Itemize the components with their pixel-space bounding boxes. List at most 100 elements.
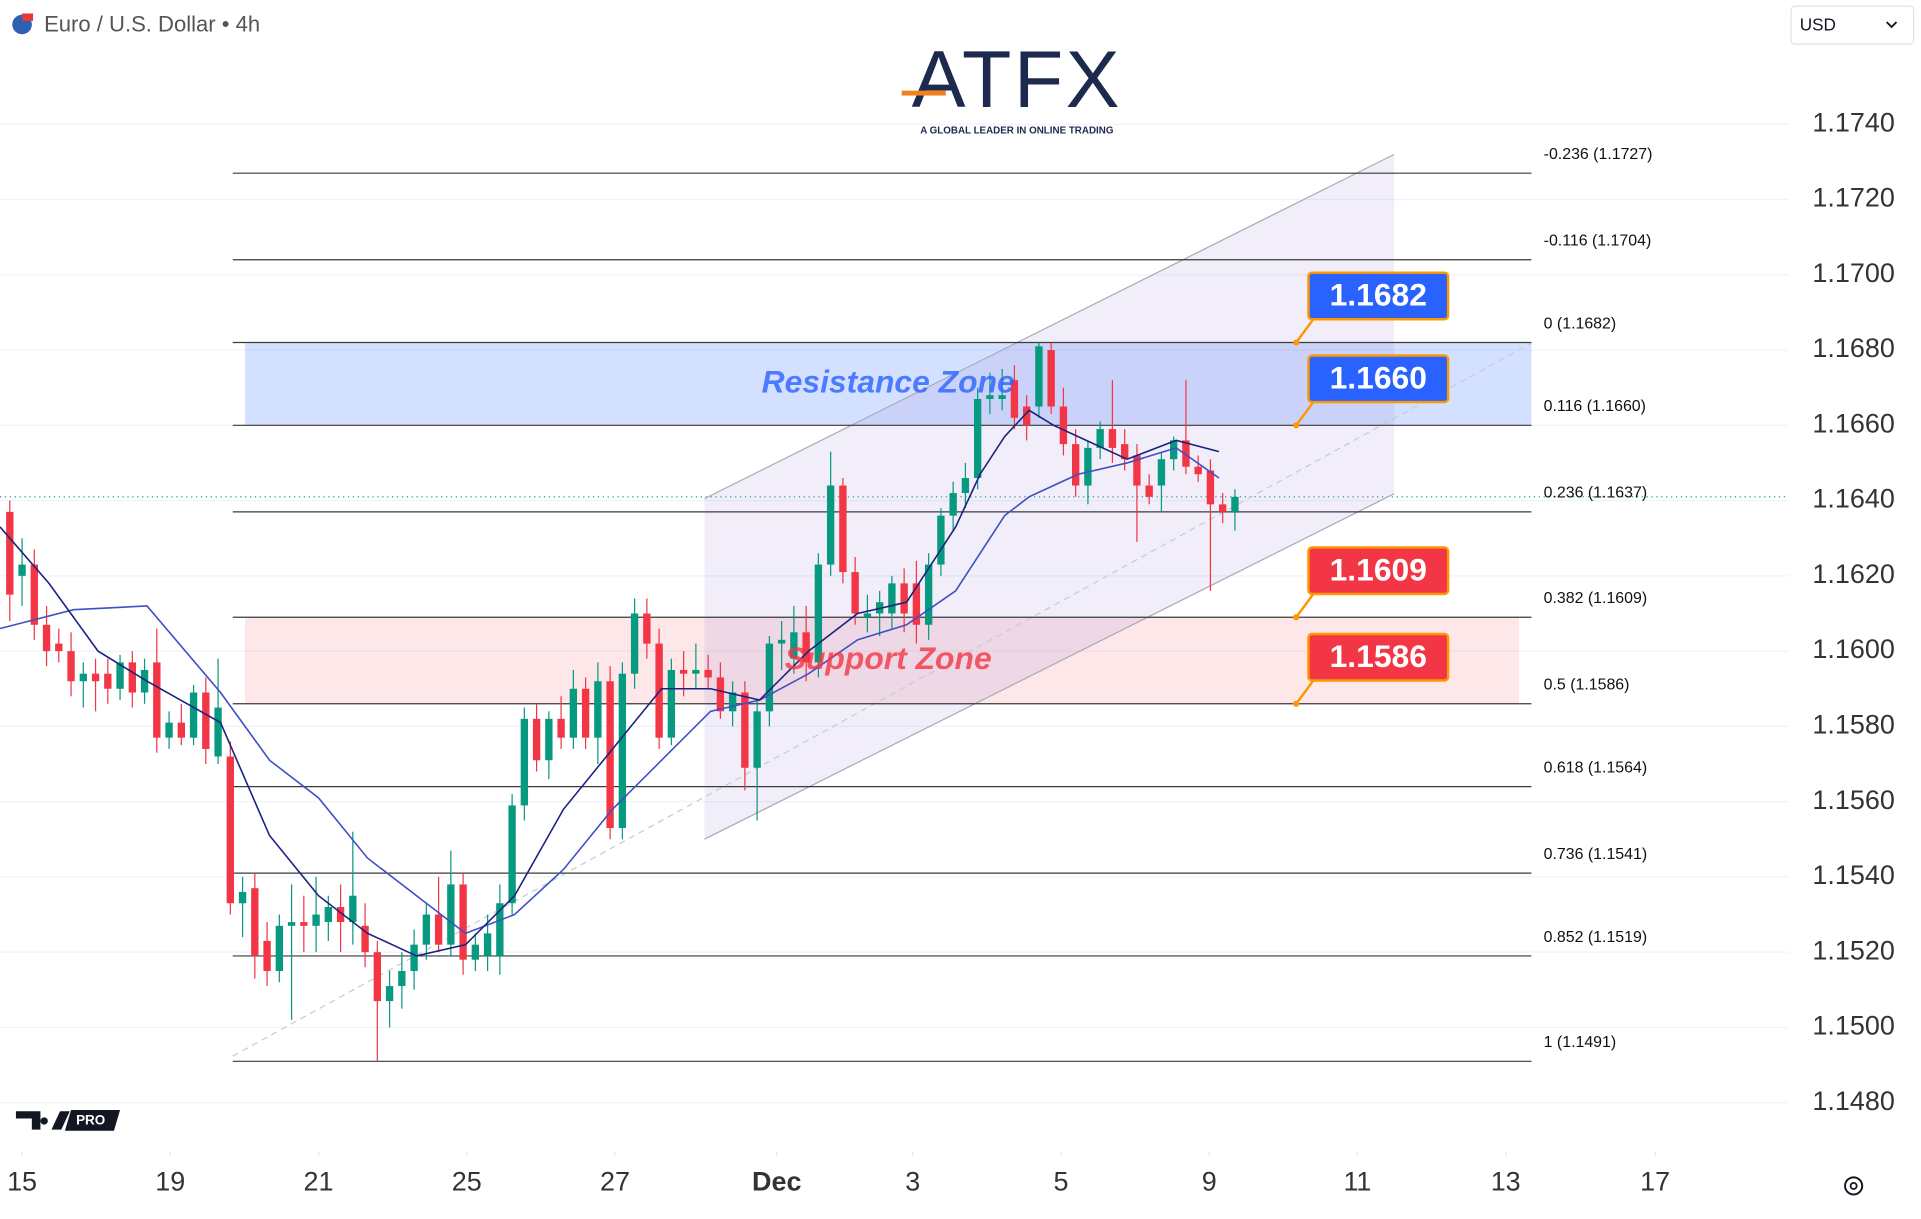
symbol-icon-flag [22,13,34,21]
currency-box[interactable] [1790,5,1915,45]
candle-body [6,511,14,595]
fib-label: -0.116 (1.1704) [1544,233,1652,250]
x-tick-label: 13 [1491,1167,1521,1197]
currency-label[interactable]: USD [1800,14,1836,34]
y-tick-label: 1.1740 [1812,107,1894,137]
y-tick-label: 1.1600 [1812,634,1894,664]
candle-body [422,914,431,945]
y-tick-label: 1.1520 [1812,935,1894,965]
candle-body [18,564,26,576]
y-tick-label: 1.1540 [1812,860,1894,890]
x-tick-label: 5 [1053,1167,1068,1197]
candle-body [189,692,198,738]
pro-badge [64,1109,121,1131]
candle-body [140,669,149,693]
callout-pointer [1295,401,1315,427]
candle-body [447,884,455,945]
candle-body [1010,380,1019,418]
candle-body [1084,447,1092,486]
candle-body [1047,350,1055,407]
candle-body [1071,444,1080,486]
candle-body [851,572,859,614]
callout-anchor [1293,422,1300,429]
candle-body [496,903,504,956]
x-tick-label: 9 [1202,1167,1217,1197]
candle-body [643,613,651,644]
zone-label: Resistance Zone [762,363,1015,399]
candle-body [1133,455,1141,486]
candle-body [508,805,516,904]
callout-anchor [1293,614,1300,621]
candle-body [716,677,725,712]
candle-body [483,933,492,956]
candle-body [361,925,369,953]
callout-pointer [1295,593,1315,618]
x-tick-label: 3 [905,1167,920,1197]
settings-icon[interactable] [1844,1176,1864,1196]
candle-body [790,632,798,659]
candle-body [42,624,51,652]
x-tick-label: 25 [452,1167,482,1197]
candle-body [67,651,75,682]
y-tick-label: 1.1660 [1812,408,1894,438]
candle-body [471,944,480,960]
y-tick-label: 1.1700 [1812,258,1894,288]
y-tick-label: 1.1500 [1812,1011,1894,1041]
candle-body [998,395,1006,399]
candle-body [312,914,320,926]
candle-body [814,564,823,663]
currency-chevron[interactable] [1886,21,1898,29]
candle-body [336,907,345,923]
candle-body [753,711,761,768]
candle-body [545,718,553,761]
callout-box [1307,271,1450,321]
candle-body [912,583,921,625]
candle-body [839,485,847,573]
candle-body [1120,444,1129,460]
candle-body [802,632,810,663]
candle-body [765,643,774,712]
x-tick-label: 15 [7,1167,37,1197]
candle-body [1035,346,1043,407]
channel-lower [704,493,1395,840]
candle-body [238,891,247,904]
candle-body [937,515,945,565]
candle-body [1059,406,1068,445]
fib-label: -0.236 (1.1727) [1544,146,1653,163]
candle-body [973,398,982,479]
candle-body [1108,429,1117,448]
candle-body [741,692,749,768]
candle-body [55,643,63,652]
y-tick-label: 1.1620 [1812,559,1894,589]
candle-body [128,662,136,693]
callouts-layer: Resistance Zone Support Zone 1.1682 1.1660 1… [762,271,1450,707]
candle-body [263,940,271,971]
callout-box [1307,354,1450,404]
candle-body [924,564,933,625]
candle-body [300,922,308,926]
fib-label: 0.618 (1.1564) [1544,759,1647,776]
candle-body [826,485,835,565]
fib-label: 0.236 (1.1637) [1544,485,1647,502]
y-tick-label: 1.1720 [1812,183,1894,213]
candle-body [275,925,284,971]
candle-body [165,722,173,738]
fib-label: 0.736 (1.1541) [1544,846,1647,863]
fib-label: 1 (1.1491) [1544,1034,1617,1051]
axes-layer: 1.1480 1.1500 1.1520 1.1540 1.1560 1.1580 1.16… [7,107,1895,1196]
candle-body [1182,440,1190,467]
settings-icon-core[interactable] [1849,1182,1858,1190]
fib-layer: -0.236 (1.1727) -0.116 (1.1704) 0 (1.1682)… [232,146,1653,1062]
candle-body [692,669,700,674]
candles-layer [6,342,1239,1062]
candle-body [434,914,443,945]
x-tick-label: 11 [1343,1167,1371,1197]
fib-label: 0.382 (1.1609) [1544,590,1647,607]
candle-body [1231,496,1239,512]
candle-body [177,722,185,738]
channel-fill [704,154,1395,840]
callout-box [1307,632,1450,682]
candle-body [1206,470,1215,505]
